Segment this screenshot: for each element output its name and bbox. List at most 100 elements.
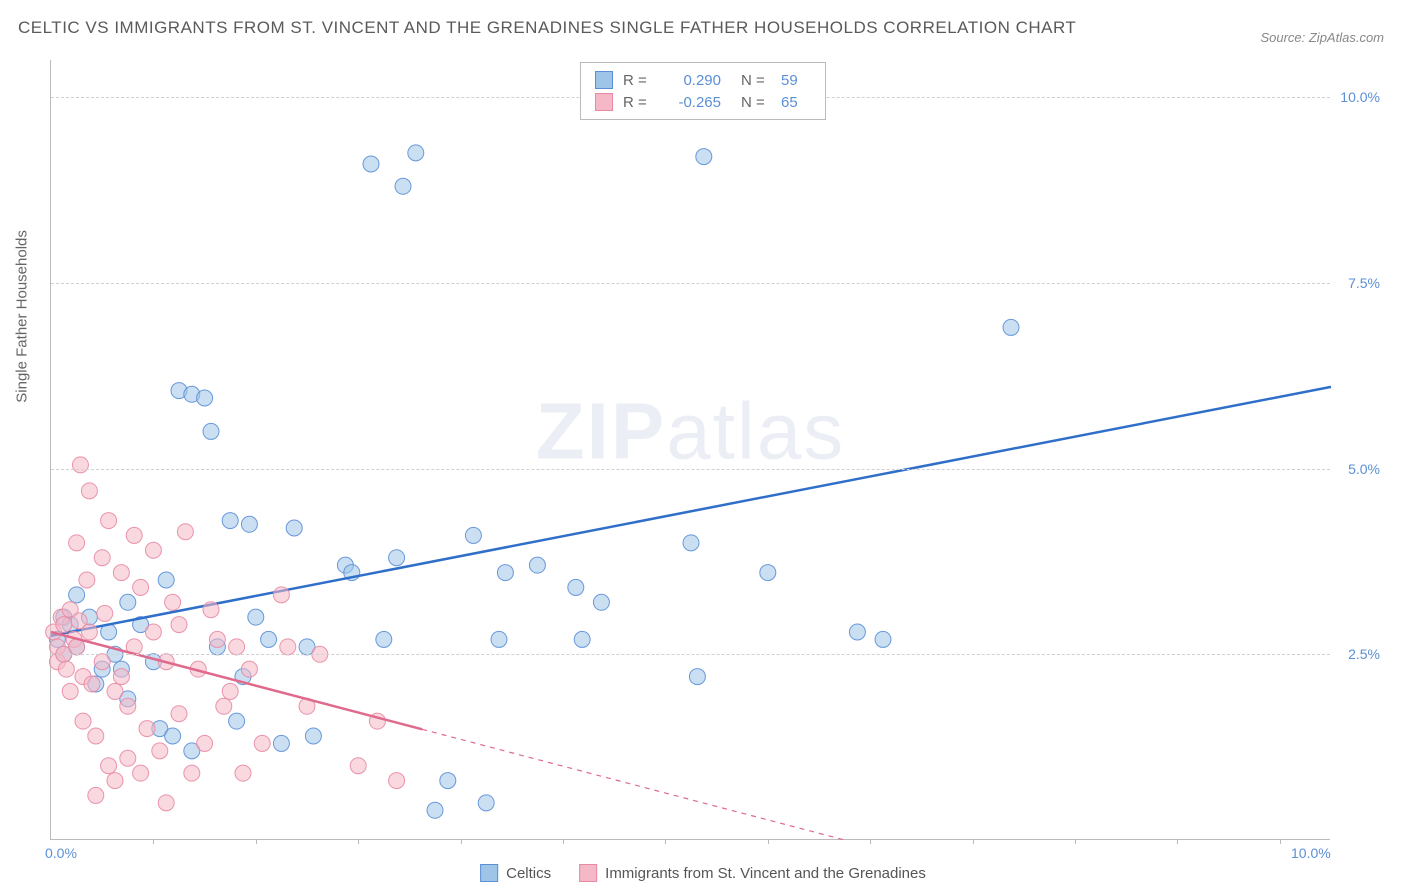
- series-legend-label: Immigrants from St. Vincent and the Gren…: [605, 865, 926, 882]
- x-tick-mark: [256, 839, 257, 844]
- scatter-point: [62, 683, 78, 699]
- scatter-point: [389, 773, 405, 789]
- scatter-point: [491, 631, 507, 647]
- grid-line: [51, 283, 1330, 284]
- scatter-point: [376, 631, 392, 647]
- scatter-point: [235, 765, 251, 781]
- n-value: 65: [781, 94, 811, 111]
- scatter-point: [107, 773, 123, 789]
- chart-title: CELTIC VS IMMIGRANTS FROM ST. VINCENT AN…: [18, 18, 1076, 38]
- scatter-point: [875, 631, 891, 647]
- legend-swatch: [595, 93, 613, 111]
- scatter-point: [203, 602, 219, 618]
- y-axis-title: Single Father Households: [14, 230, 31, 403]
- y-tick-label: 10.0%: [1335, 89, 1380, 105]
- scatter-point: [241, 516, 257, 532]
- scatter-point: [56, 617, 72, 633]
- source-label: Source: ZipAtlas.com: [1260, 30, 1384, 45]
- scatter-point: [171, 617, 187, 633]
- r-value: 0.290: [663, 72, 721, 89]
- scatter-point: [465, 527, 481, 543]
- scatter-point: [84, 676, 100, 692]
- scatter-point: [133, 579, 149, 595]
- scatter-point: [94, 654, 110, 670]
- scatter-point: [273, 587, 289, 603]
- scatter-point: [395, 178, 411, 194]
- scatter-point: [81, 624, 97, 640]
- x-tick-mark: [153, 839, 154, 844]
- scatter-point: [69, 535, 85, 551]
- scatter-point: [81, 483, 97, 499]
- correlation-legend: R =0.290N =59R =-0.265N =65: [580, 62, 826, 120]
- scatter-point: [222, 683, 238, 699]
- scatter-point: [478, 795, 494, 811]
- x-tick-mark: [973, 839, 974, 844]
- grid-line: [51, 654, 1330, 655]
- y-tick-label: 5.0%: [1335, 461, 1380, 477]
- scatter-point: [408, 145, 424, 161]
- n-label: N =: [741, 94, 771, 111]
- x-tick-mark: [1075, 839, 1076, 844]
- scatter-point: [849, 624, 865, 640]
- scatter-point: [222, 513, 238, 529]
- x-tick-mark: [768, 839, 769, 844]
- scatter-point: [568, 579, 584, 595]
- scatter-point: [158, 795, 174, 811]
- scatter-point: [683, 535, 699, 551]
- scatter-point: [171, 706, 187, 722]
- scatter-point: [261, 631, 277, 647]
- scatter-point: [145, 542, 161, 558]
- scatter-point: [88, 728, 104, 744]
- scatter-point: [75, 713, 91, 729]
- scatter-svg: [51, 60, 1330, 839]
- scatter-point: [101, 758, 117, 774]
- scatter-point: [152, 743, 168, 759]
- scatter-point: [97, 605, 113, 621]
- scatter-point: [273, 735, 289, 751]
- scatter-point: [107, 683, 123, 699]
- scatter-point: [113, 669, 129, 685]
- scatter-point: [113, 565, 129, 581]
- x-tick-mark: [358, 839, 359, 844]
- x-tick-mark: [870, 839, 871, 844]
- scatter-point: [197, 390, 213, 406]
- x-tick-mark: [563, 839, 564, 844]
- x-tick-mark: [665, 839, 666, 844]
- scatter-point: [94, 550, 110, 566]
- scatter-point: [229, 713, 245, 729]
- r-label: R =: [623, 94, 653, 111]
- scatter-point: [254, 735, 270, 751]
- scatter-point: [363, 156, 379, 172]
- x-tick-label: 10.0%: [1291, 845, 1331, 861]
- scatter-point: [69, 587, 85, 603]
- legend-swatch: [480, 864, 498, 882]
- scatter-point: [177, 524, 193, 540]
- scatter-point: [209, 631, 225, 647]
- scatter-point: [197, 735, 213, 751]
- scatter-point: [241, 661, 257, 677]
- scatter-point: [389, 550, 405, 566]
- correlation-legend-row: R = -0.265 N = 65: [595, 91, 811, 113]
- r-label: R =: [623, 72, 653, 89]
- scatter-point: [72, 457, 88, 473]
- scatter-point: [158, 572, 174, 588]
- scatter-point: [248, 609, 264, 625]
- scatter-point: [286, 520, 302, 536]
- x-tick-mark: [1177, 839, 1178, 844]
- scatter-point: [696, 149, 712, 165]
- trend-line: [51, 387, 1331, 636]
- series-legend-item: Celtics: [480, 864, 551, 882]
- scatter-point: [101, 513, 117, 529]
- legend-swatch: [595, 71, 613, 89]
- legend-swatch: [579, 864, 597, 882]
- scatter-point: [88, 787, 104, 803]
- scatter-point: [184, 765, 200, 781]
- scatter-point: [229, 639, 245, 655]
- r-value: -0.265: [663, 94, 721, 111]
- scatter-point: [574, 631, 590, 647]
- scatter-point: [139, 721, 155, 737]
- grid-line: [51, 469, 1330, 470]
- scatter-point: [165, 594, 181, 610]
- n-label: N =: [741, 72, 771, 89]
- scatter-point: [79, 572, 95, 588]
